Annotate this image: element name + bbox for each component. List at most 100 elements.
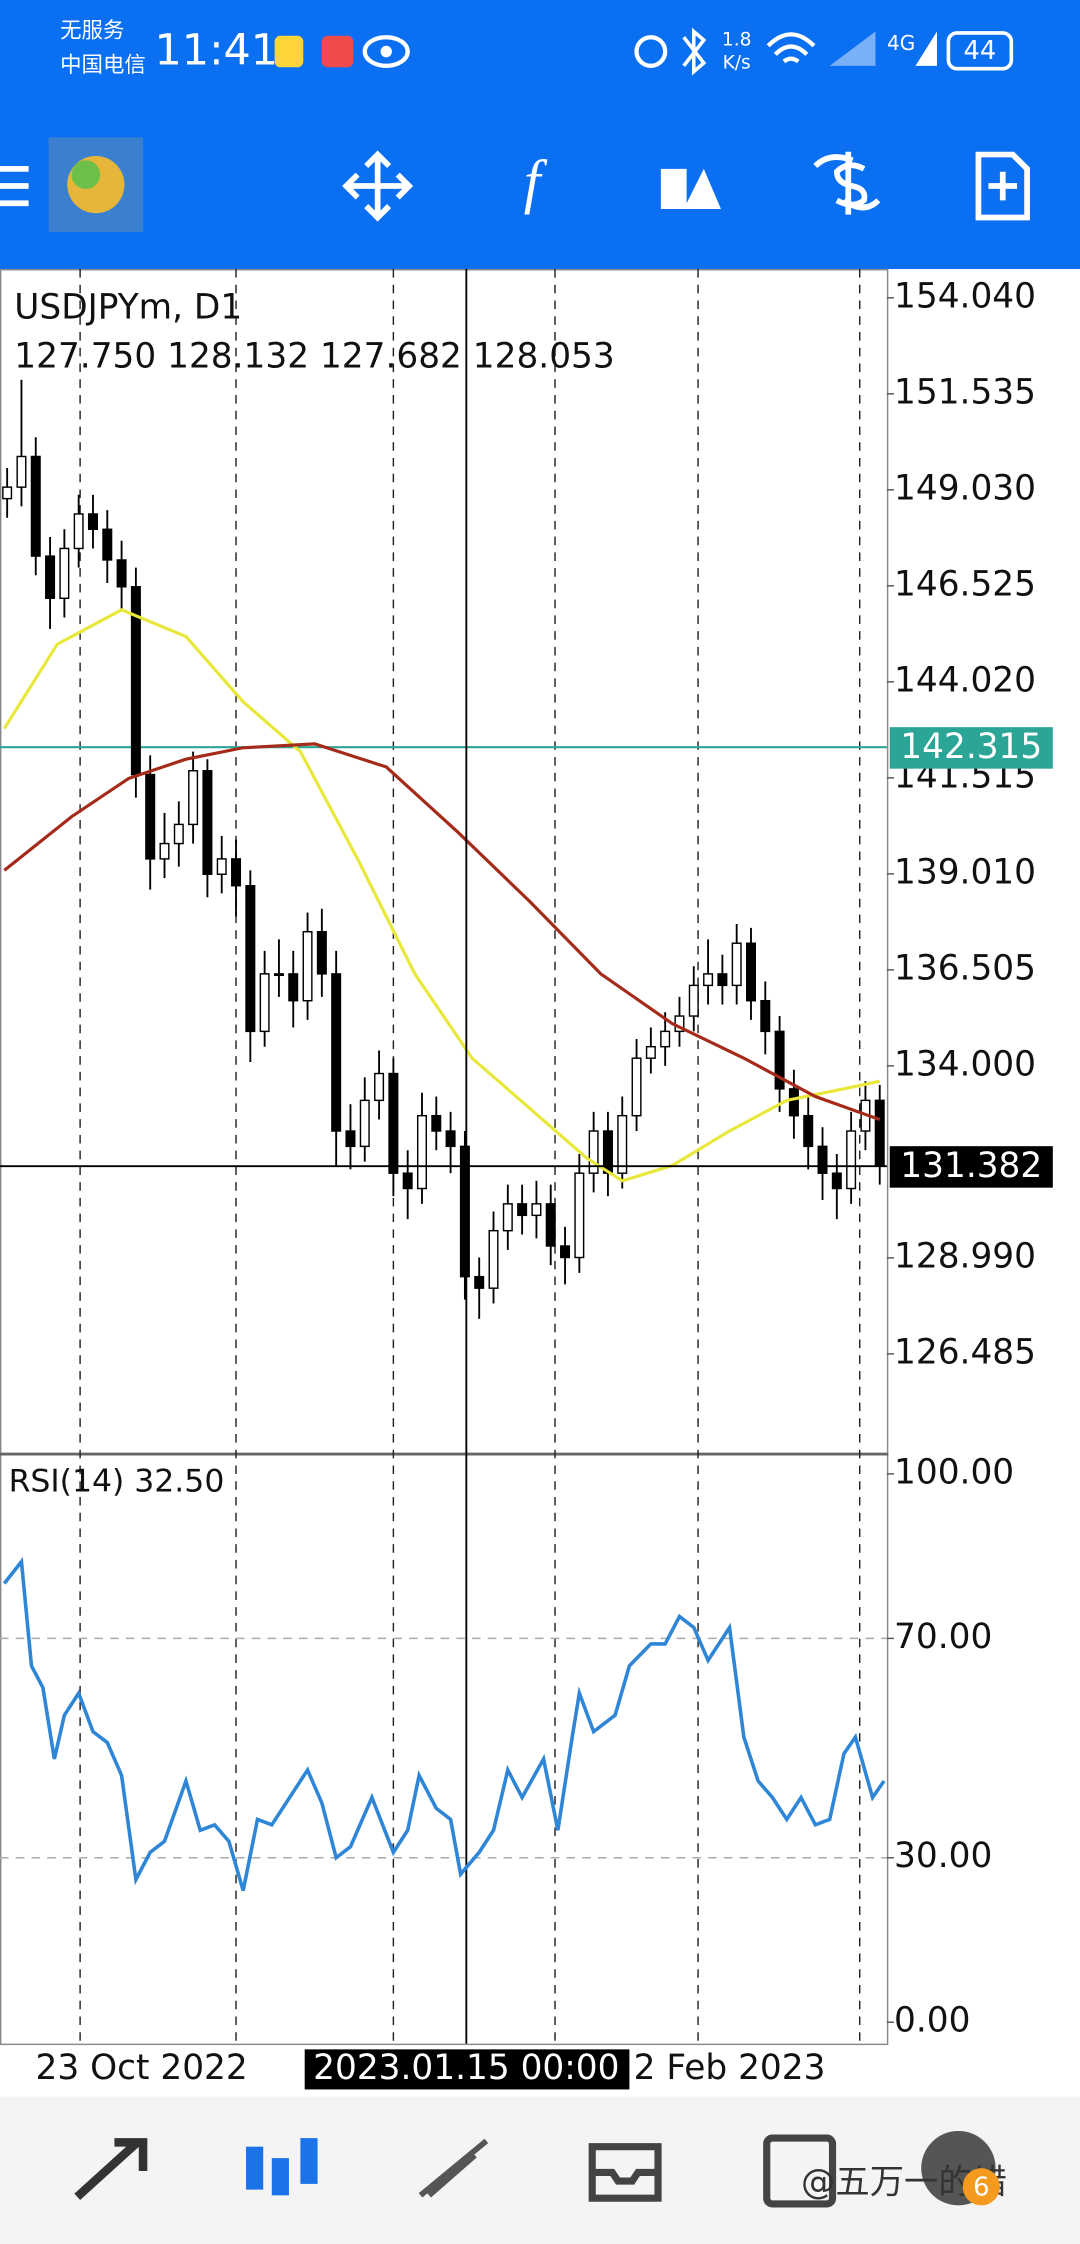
trade-tool[interactable]: [813, 151, 881, 215]
candle-body: [545, 1203, 556, 1247]
crosshair-time: 2023.01.15 00:00: [313, 2048, 619, 2088]
candle-body: [359, 1099, 370, 1148]
crosshair-price: 131.382: [900, 1146, 1042, 1186]
y-tick-label: 149.030: [894, 468, 1036, 508]
candle-body: [660, 1030, 671, 1048]
candle-body: [774, 1030, 785, 1090]
y-tick-label: 134.000: [894, 1044, 1036, 1084]
candle-body: [173, 823, 184, 845]
candle-body: [345, 1130, 356, 1148]
y-tick-label: 70.00: [894, 1617, 992, 1657]
candle-body: [245, 885, 256, 1033]
candle-body: [488, 1229, 499, 1289]
candle-body: [831, 1172, 842, 1190]
y-tick-label: 144.020: [894, 660, 1036, 700]
candle-body: [16, 455, 27, 488]
nav-history[interactable]: [588, 2143, 662, 2202]
bluetooth-icon: [682, 27, 707, 76]
nav-chart[interactable]: [246, 2138, 318, 2196]
badge-count: 6: [973, 2173, 989, 2203]
y-tick-label: 154.040: [894, 276, 1036, 316]
eye-icon: [380, 45, 392, 58]
rsi-title: RSI(14) 32.50: [9, 1464, 225, 1500]
candle-body: [474, 1275, 485, 1289]
carrier-name: 中国电信: [60, 53, 146, 78]
rsi-line: [2, 1557, 886, 1892]
candle-body: [59, 547, 70, 599]
eye-icon: [362, 35, 410, 68]
nav-news[interactable]: [763, 2134, 837, 2208]
candle-body: [87, 513, 98, 531]
y-tick-label: 146.525: [894, 564, 1036, 604]
candle-body: [402, 1172, 413, 1190]
candle-body: [560, 1245, 571, 1259]
candle-body: [703, 973, 714, 987]
candle-body: [788, 1088, 799, 1117]
wifi-icon: [766, 32, 816, 64]
moving-average: [2, 608, 881, 1183]
candle-body: [874, 1099, 885, 1167]
price-label-box: [889, 727, 1053, 769]
candle-body: [817, 1145, 828, 1174]
app-logo: [71, 160, 101, 189]
symbol-title: USDJPYm, D1: [14, 288, 242, 328]
battery-level: 44: [963, 36, 996, 66]
y-tick-label: 126.485: [894, 1332, 1036, 1372]
y-tick-label: 136.505: [894, 948, 1036, 988]
candle-body: [188, 770, 199, 826]
objects-tool[interactable]: [660, 168, 721, 209]
candle-body: [288, 973, 299, 1002]
nav-quotes[interactable]: [74, 2138, 148, 2200]
alarm-icon: [634, 35, 668, 68]
crosshair-time-box: [304, 2049, 630, 2090]
candle-body: [45, 555, 56, 599]
battery: [946, 31, 1014, 71]
candle-body: [316, 931, 327, 975]
candle-body: [216, 858, 227, 875]
nav-chart-icon: [246, 2146, 264, 2190]
nav-chart-icon: [300, 2138, 318, 2184]
candle-body: [502, 1203, 513, 1232]
candle-body: [846, 1130, 857, 1190]
candle-body: [717, 973, 728, 987]
candle-body: [688, 984, 699, 1017]
carrier-status: 无服务: [60, 18, 124, 43]
badge: [962, 2168, 1000, 2206]
network-type: 4G: [887, 31, 915, 55]
y-tick-label: 100.00: [894, 1452, 1014, 1492]
price-label: 142.315: [900, 727, 1042, 767]
candle-body: [116, 559, 127, 588]
x-tick-label: 23 Oct 2022: [36, 2048, 248, 2088]
new-order-tool[interactable]: [975, 151, 1030, 221]
candle-body: [445, 1130, 456, 1148]
candle-body: [2, 486, 13, 500]
candle-body: [588, 1130, 599, 1174]
crosshair-tool[interactable]: [342, 150, 414, 222]
candle-body: [273, 973, 284, 977]
candle-body: [73, 513, 84, 550]
candle-body: [416, 1114, 427, 1190]
candle-body: [517, 1203, 528, 1217]
y-tick-label: 30.00: [894, 1836, 992, 1876]
candle-body: [30, 455, 41, 557]
candle-body: [745, 942, 756, 1002]
candle-body: [760, 999, 771, 1033]
candle-body: [645, 1045, 656, 1059]
candle-body: [459, 1145, 470, 1278]
y-tick-label: 151.535: [894, 372, 1036, 412]
candle-body: [145, 773, 156, 860]
candle-body: [803, 1114, 814, 1148]
candle-body: [388, 1072, 399, 1174]
chart-frame: [0, 269, 889, 2046]
candle-body: [531, 1203, 542, 1217]
ohlc-readout: 127.750 128.132 127.682 128.053: [14, 336, 614, 376]
candle-body: [631, 1057, 642, 1117]
menu-button[interactable]: [0, 166, 29, 207]
x-tick-label: 2 Feb 2023: [634, 2048, 826, 2088]
candle-body: [617, 1114, 628, 1174]
nav-chart-icon: [271, 2158, 289, 2196]
app-header: [0, 0, 1080, 270]
y-tick-label: 0.00: [894, 2001, 970, 2041]
nav-trade[interactable]: [418, 2138, 489, 2198]
